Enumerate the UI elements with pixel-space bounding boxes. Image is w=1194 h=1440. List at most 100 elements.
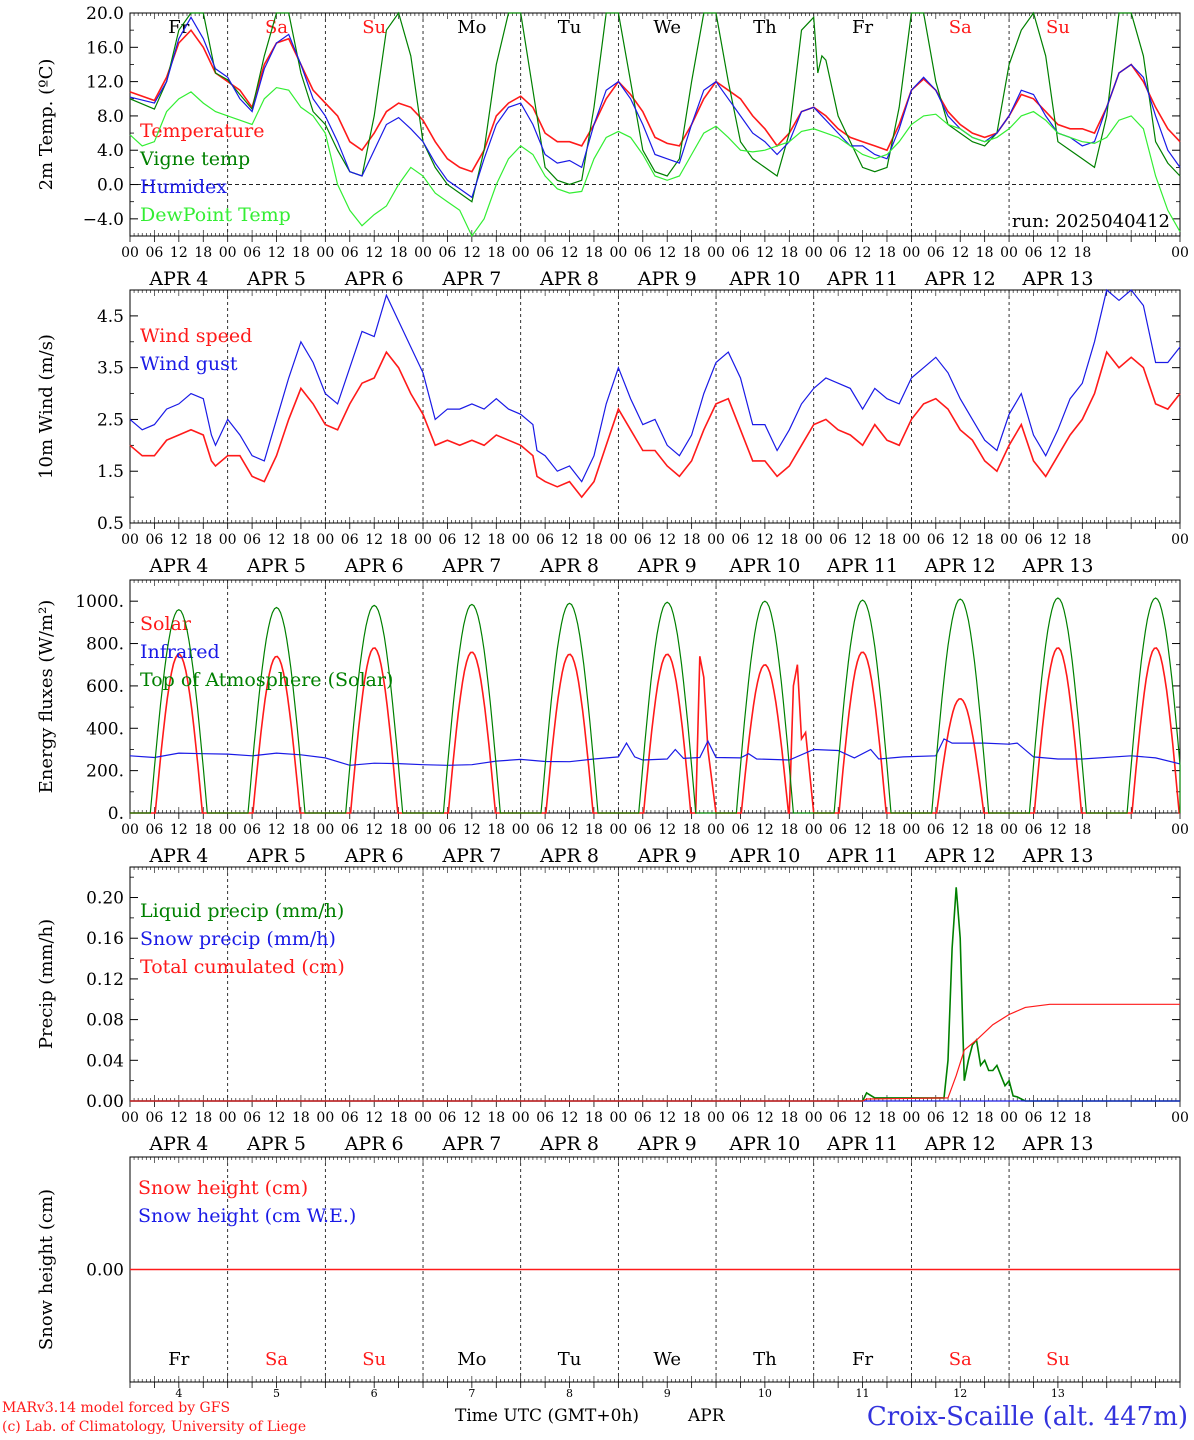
meteogram-svg: −4.0 0.0 4.0 8.0 12.0 16.0 20.0 2m Temp. (ºC) Fr… — [36, 4, 1189, 1400]
y-axis-label: Precip (mm/h) — [36, 919, 57, 1049]
hour-tick-label: 18 — [878, 1110, 896, 1126]
hour-tick-label: 00 — [1000, 245, 1018, 261]
hour-tick-label: 06 — [634, 245, 652, 261]
day-name-label: Mo — [457, 17, 486, 38]
legend-entry: Wind speed — [140, 325, 252, 347]
date-label: APR 5 — [246, 268, 306, 290]
series-line-liquid-precip-mm-h- — [130, 887, 1180, 1102]
legend-entry: Top of Atmosphere (Solar) — [140, 669, 393, 691]
hour-tick-label: 00 — [219, 1110, 237, 1126]
hour-tick-label: 00 — [219, 245, 237, 261]
date-label: APR 13 — [1021, 1133, 1093, 1155]
date-label: APR 9 — [637, 1133, 697, 1155]
date-label: APR 9 — [637, 845, 697, 867]
hour-tick-label: 06 — [243, 532, 261, 548]
date-label: APR 4 — [148, 1133, 208, 1155]
hour-tick-label: 00 — [1171, 822, 1189, 838]
hour-tick-label: 06 — [243, 245, 261, 261]
hour-tick-label: 12 — [365, 822, 383, 838]
hour-tick-label: 12 — [854, 532, 872, 548]
series-line-vigne-temp — [129, 11, 1181, 203]
series-line-temperature — [129, 28, 1181, 173]
hour-tick-label: 00 — [707, 822, 725, 838]
date-label: APR 4 — [148, 845, 208, 867]
hour-tick-label: 06 — [732, 1110, 750, 1126]
hour-tick-label: 18 — [683, 245, 701, 261]
y-tick-label: 1000. — [75, 592, 124, 612]
month-label: APR — [688, 1406, 725, 1426]
y-tick-label: 0.00 — [86, 1261, 124, 1281]
copyright-credit: (c) Lab. of Climatology, University of L… — [2, 1419, 307, 1435]
y-tick-label: 4.5 — [97, 307, 124, 327]
hour-tick-label: 00 — [414, 532, 432, 548]
day-name-label: Sa — [265, 1349, 288, 1370]
date-label: APR 11 — [826, 845, 898, 867]
hour-tick-label: 18 — [976, 245, 994, 261]
hour-tick-label: 00 — [414, 245, 432, 261]
hour-tick-label: 00 — [805, 245, 823, 261]
model-credit: MARv3.14 model forced by GFS — [2, 1400, 231, 1416]
hour-tick-label: 00 — [512, 822, 530, 838]
hour-tick-label: 06 — [536, 822, 554, 838]
y-tick-label: 16.0 — [86, 38, 124, 58]
hour-tick-label: 18 — [585, 245, 603, 261]
series-line-top-of-atmosphere-solar- — [130, 597, 1181, 814]
hour-tick-label: 00 — [1000, 822, 1018, 838]
hour-tick-label: 00 — [1171, 532, 1189, 548]
series-line-wind-speed — [129, 350, 1181, 499]
hour-tick-label: 18 — [292, 1110, 310, 1126]
hour-tick-label: 18 — [780, 1110, 798, 1126]
date-label: APR 13 — [1021, 268, 1093, 290]
y-tick-label: 200. — [86, 762, 124, 782]
hour-tick-label: 00 — [219, 532, 237, 548]
hour-tick-label: 12 — [854, 245, 872, 261]
hour-tick-label: 06 — [829, 532, 847, 548]
legend-entry: Snow height (cm W.E.) — [138, 1205, 356, 1227]
day-name-label: Fr — [852, 1349, 873, 1370]
day-name-label: Tu — [558, 1349, 582, 1370]
date-label: APR 7 — [441, 1133, 501, 1155]
hour-tick-label: 00 — [316, 532, 334, 548]
date-label: APR 5 — [246, 555, 306, 577]
date-label: APR 4 — [148, 268, 208, 290]
hour-tick-label: 18 — [1073, 822, 1091, 838]
hour-tick-label: 00 — [902, 532, 920, 548]
day-number-label: 12 — [953, 1387, 967, 1400]
hour-tick-label: 06 — [341, 1110, 359, 1126]
series-line-wind-gust — [129, 288, 1181, 483]
day-name-label: Fr — [168, 1349, 189, 1370]
hour-tick-label: 00 — [707, 532, 725, 548]
series-line-total-cumulated-cm- — [130, 1003, 1180, 1102]
hour-tick-label: 06 — [146, 822, 164, 838]
hour-tick-label: 12 — [854, 1110, 872, 1126]
hour-tick-label: 00 — [121, 822, 139, 838]
hour-tick-label: 12 — [268, 1110, 286, 1126]
legend-entry: Infrared — [140, 641, 220, 663]
hour-tick-label: 00 — [121, 1110, 139, 1126]
hour-tick-label: 12 — [561, 822, 579, 838]
date-label: APR 7 — [441, 555, 501, 577]
hour-tick-label: 18 — [292, 245, 310, 261]
hour-tick-label: 00 — [805, 822, 823, 838]
panel-2: 0.5 1.5 2.5 3.5 4.5 10m Wind (m/s) 00 06 12 18 APR… — [36, 288, 1189, 577]
hour-tick-label: 12 — [658, 245, 676, 261]
y-tick-label: 0.00 — [86, 1092, 124, 1112]
hour-tick-label: 00 — [805, 532, 823, 548]
date-label: APR 13 — [1021, 555, 1093, 577]
hour-tick-label: 12 — [463, 245, 481, 261]
hour-tick-label: 18 — [585, 822, 603, 838]
legend-entry: Wind gust — [140, 353, 238, 375]
y-tick-label: 600. — [86, 677, 124, 697]
day-name-label: We — [653, 1349, 681, 1370]
y-axis-label: Snow height (cm) — [36, 1189, 57, 1350]
hour-tick-label: 18 — [390, 532, 408, 548]
y-tick-label: 0.0 — [97, 176, 124, 196]
hour-tick-label: 00 — [512, 245, 530, 261]
date-label: APR 9 — [637, 268, 697, 290]
hour-tick-label: 06 — [634, 822, 652, 838]
hour-tick-label: 06 — [732, 532, 750, 548]
hour-tick-label: 06 — [927, 245, 945, 261]
hour-tick-label: 18 — [194, 532, 212, 548]
hour-tick-label: 18 — [878, 245, 896, 261]
hour-tick-label: 06 — [1025, 1110, 1043, 1126]
